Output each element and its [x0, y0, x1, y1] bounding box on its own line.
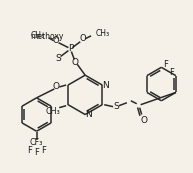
- Text: O: O: [53, 83, 60, 92]
- Text: CH₃: CH₃: [31, 31, 45, 40]
- Text: N: N: [102, 80, 109, 89]
- Text: O: O: [80, 34, 86, 43]
- Text: S: S: [56, 54, 61, 63]
- Text: CF₃: CF₃: [30, 138, 43, 147]
- Text: N: N: [85, 110, 91, 119]
- Text: O: O: [140, 116, 147, 125]
- Text: P: P: [68, 44, 73, 53]
- Text: F: F: [41, 147, 46, 156]
- Text: F: F: [169, 68, 174, 77]
- Text: methoxy: methoxy: [30, 32, 63, 41]
- Text: O: O: [72, 58, 79, 67]
- Text: CH₃: CH₃: [96, 29, 110, 38]
- Text: S: S: [113, 102, 119, 111]
- Text: O: O: [52, 36, 59, 45]
- Text: F: F: [34, 148, 39, 157]
- Text: F: F: [27, 147, 32, 156]
- Text: F: F: [163, 60, 168, 69]
- Text: CH₃: CH₃: [46, 107, 61, 116]
